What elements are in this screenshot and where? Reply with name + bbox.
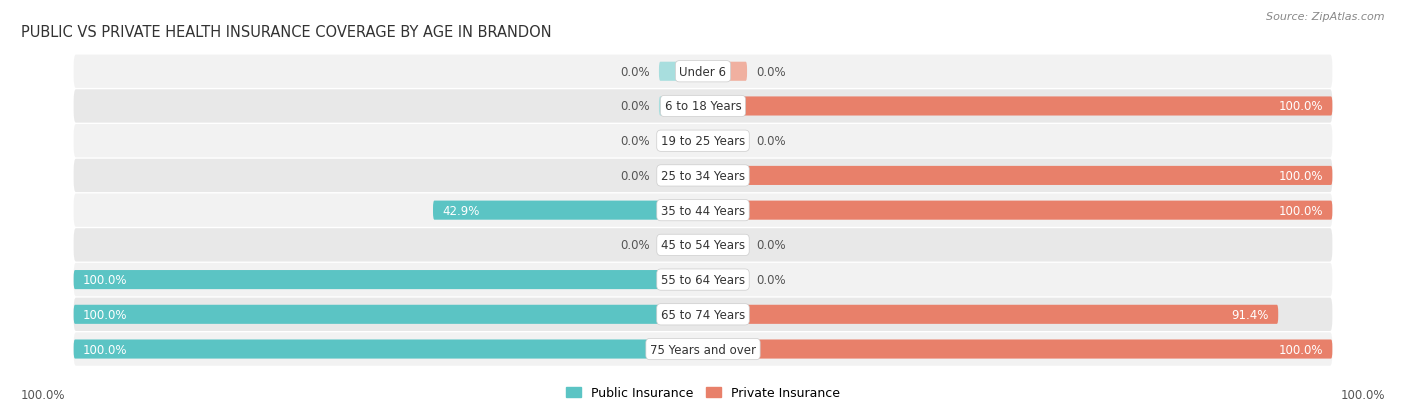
Text: 0.0%: 0.0% [620, 66, 650, 78]
Text: 0.0%: 0.0% [756, 273, 786, 286]
FancyBboxPatch shape [73, 263, 1333, 297]
Text: 42.9%: 42.9% [443, 204, 479, 217]
FancyBboxPatch shape [433, 201, 703, 220]
Text: 0.0%: 0.0% [620, 135, 650, 148]
Text: 0.0%: 0.0% [756, 239, 786, 252]
Text: 100.0%: 100.0% [1278, 204, 1323, 217]
FancyBboxPatch shape [659, 132, 703, 151]
FancyBboxPatch shape [73, 298, 1333, 331]
FancyBboxPatch shape [659, 62, 703, 82]
Text: 100.0%: 100.0% [1340, 388, 1385, 401]
Text: 0.0%: 0.0% [620, 169, 650, 183]
FancyBboxPatch shape [73, 90, 1333, 123]
Text: 91.4%: 91.4% [1232, 308, 1268, 321]
Text: 100.0%: 100.0% [21, 388, 66, 401]
Text: 0.0%: 0.0% [756, 135, 786, 148]
Text: PUBLIC VS PRIVATE HEALTH INSURANCE COVERAGE BY AGE IN BRANDON: PUBLIC VS PRIVATE HEALTH INSURANCE COVER… [21, 25, 551, 40]
FancyBboxPatch shape [73, 55, 1333, 89]
FancyBboxPatch shape [73, 194, 1333, 227]
Text: 45 to 54 Years: 45 to 54 Years [661, 239, 745, 252]
FancyBboxPatch shape [703, 97, 1333, 116]
Text: 100.0%: 100.0% [1278, 169, 1323, 183]
FancyBboxPatch shape [703, 339, 1333, 359]
FancyBboxPatch shape [659, 97, 703, 116]
Text: 100.0%: 100.0% [1278, 100, 1323, 113]
Text: 100.0%: 100.0% [83, 273, 128, 286]
Text: 25 to 34 Years: 25 to 34 Years [661, 169, 745, 183]
Text: 65 to 74 Years: 65 to 74 Years [661, 308, 745, 321]
Text: 75 Years and over: 75 Years and over [650, 343, 756, 356]
FancyBboxPatch shape [703, 62, 747, 82]
Text: 35 to 44 Years: 35 to 44 Years [661, 204, 745, 217]
Text: 6 to 18 Years: 6 to 18 Years [665, 100, 741, 113]
Text: 100.0%: 100.0% [83, 308, 128, 321]
FancyBboxPatch shape [703, 132, 747, 151]
FancyBboxPatch shape [703, 166, 1333, 185]
FancyBboxPatch shape [703, 271, 747, 290]
FancyBboxPatch shape [73, 339, 703, 359]
Text: Under 6: Under 6 [679, 66, 727, 78]
FancyBboxPatch shape [73, 271, 703, 290]
Text: 0.0%: 0.0% [620, 100, 650, 113]
FancyBboxPatch shape [659, 166, 703, 185]
Text: 55 to 64 Years: 55 to 64 Years [661, 273, 745, 286]
Text: 0.0%: 0.0% [756, 66, 786, 78]
FancyBboxPatch shape [659, 236, 703, 255]
FancyBboxPatch shape [73, 159, 1333, 192]
FancyBboxPatch shape [73, 332, 1333, 366]
FancyBboxPatch shape [73, 125, 1333, 158]
FancyBboxPatch shape [703, 236, 747, 255]
FancyBboxPatch shape [703, 201, 1333, 220]
Text: 100.0%: 100.0% [1278, 343, 1323, 356]
Text: 19 to 25 Years: 19 to 25 Years [661, 135, 745, 148]
Text: 100.0%: 100.0% [83, 343, 128, 356]
FancyBboxPatch shape [703, 305, 1278, 324]
FancyBboxPatch shape [73, 305, 703, 324]
Text: 0.0%: 0.0% [620, 239, 650, 252]
Legend: Public Insurance, Private Insurance: Public Insurance, Private Insurance [561, 381, 845, 404]
Text: Source: ZipAtlas.com: Source: ZipAtlas.com [1267, 12, 1385, 22]
FancyBboxPatch shape [73, 229, 1333, 262]
